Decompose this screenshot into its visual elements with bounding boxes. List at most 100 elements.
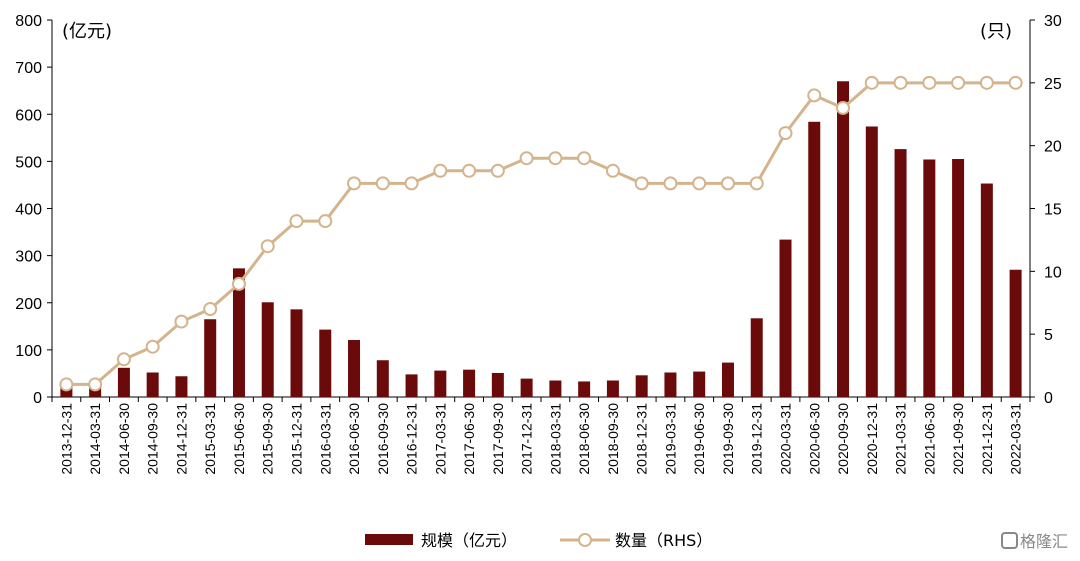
bar: [721, 362, 734, 397]
x-tick-label: 2022-03-31: [1008, 403, 1024, 475]
x-tick-label: 2020-12-31: [864, 403, 880, 475]
x-tick-label: 2013-12-31: [58, 403, 74, 475]
bar: [175, 376, 188, 397]
line-point: [347, 176, 362, 191]
bar: [549, 380, 562, 397]
x-tick-label: 2018-03-31: [547, 403, 563, 475]
y-left-tick-label: 800: [15, 13, 42, 30]
line-point: [634, 176, 649, 191]
line-point: [692, 176, 707, 191]
x-tick-label: 2015-06-30: [231, 403, 247, 475]
line-point: [260, 239, 275, 254]
x-tick-label: 2021-06-30: [921, 403, 937, 475]
x-tick-label: 2019-03-31: [662, 403, 678, 475]
bar: [952, 159, 965, 397]
bar: [837, 81, 850, 397]
line-point: [88, 377, 103, 392]
y-right-tick-label: 10: [1044, 264, 1062, 281]
x-tick-label: 2015-09-30: [260, 403, 276, 475]
legend: 规模（亿元） 数量（RHS）: [365, 531, 712, 550]
x-tick-label: 2016-09-30: [375, 403, 391, 475]
bar: [1009, 269, 1022, 397]
line-point: [749, 176, 764, 191]
bar: [232, 268, 245, 397]
x-tick-label: 2015-03-31: [202, 403, 218, 475]
x-tick-label: 2018-09-30: [605, 403, 621, 475]
bar: [865, 126, 878, 397]
bar: [923, 159, 936, 397]
y-left-tick-label: 0: [33, 390, 42, 407]
x-tick-label: 2015-12-31: [289, 403, 305, 475]
watermark: 格隆汇: [1001, 532, 1068, 551]
line-point: [433, 163, 448, 178]
bar: [376, 360, 389, 397]
legend-bar-label: 规模（亿元）: [421, 531, 517, 550]
y-left-tick-label: 100: [15, 343, 42, 360]
x-tick-label: 2020-09-30: [835, 403, 851, 475]
x-tick-label: 2017-09-30: [490, 403, 506, 475]
bar: [635, 375, 648, 397]
bar: [117, 367, 130, 397]
x-tick-label: 2021-03-31: [893, 403, 909, 475]
bar: [693, 371, 706, 397]
line-point: [663, 176, 678, 191]
x-tick-label: 2019-06-30: [691, 403, 707, 475]
line-point: [605, 163, 620, 178]
y-right-tick-label: 25: [1044, 76, 1062, 93]
bar: [808, 121, 821, 397]
bar: [606, 380, 619, 397]
bar: [463, 369, 476, 397]
x-tick-label: 2018-06-30: [576, 403, 592, 475]
line-point: [203, 302, 218, 317]
line-point: [145, 339, 160, 354]
bar: [146, 372, 159, 397]
line-point: [462, 163, 477, 178]
line-path: [66, 81, 1016, 386]
bar-series: [60, 81, 1022, 397]
watermark-text: 格隆汇: [1020, 532, 1068, 551]
line-point: [577, 151, 592, 166]
y-right-tick-label: 5: [1044, 327, 1053, 344]
bar: [204, 319, 217, 397]
x-tick-label: 2019-12-31: [749, 403, 765, 475]
x-tick-label: 2019-09-30: [720, 403, 736, 475]
line-point: [59, 377, 74, 392]
x-tick-label: 2017-06-30: [461, 403, 477, 475]
x-tick-label: 2017-12-31: [519, 403, 535, 475]
x-tick-label: 2021-09-30: [950, 403, 966, 475]
bar: [405, 374, 418, 397]
bar: [319, 329, 332, 397]
y-right-tick-label: 30: [1044, 13, 1062, 30]
x-tick-label: 2018-12-31: [634, 403, 650, 475]
line-series: [59, 75, 1023, 392]
line-point: [922, 75, 937, 90]
bar: [434, 370, 447, 397]
bar: [520, 378, 533, 397]
gelonghui-logo-icon: [1001, 532, 1018, 549]
y-axis-right-ticks: 0 5 10 15 20 25 30: [1030, 13, 1062, 407]
x-tick-label: 2014-03-31: [87, 403, 103, 475]
legend-line-label: 数量（RHS）: [615, 531, 712, 550]
y-axis-right-unit: (只): [980, 21, 1012, 42]
line-point: [289, 214, 304, 229]
x-tick-label: 2014-06-30: [116, 403, 132, 475]
x-tick-label: 2016-12-31: [404, 403, 420, 475]
bar: [578, 381, 591, 397]
y-right-tick-label: 20: [1044, 139, 1062, 156]
line-point: [116, 352, 131, 367]
bar: [60, 387, 73, 397]
x-tick-label: 2014-09-30: [145, 403, 161, 475]
bar: [750, 318, 763, 397]
bar: [980, 183, 993, 397]
line-point: [375, 176, 390, 191]
bar: [261, 302, 274, 397]
y-axis-left-unit: (亿元): [62, 21, 112, 42]
line-point: [1008, 75, 1023, 90]
bar: [491, 372, 504, 397]
x-tick-label: 2016-06-30: [346, 403, 362, 475]
line-point: [951, 75, 966, 90]
y-left-tick-label: 200: [15, 296, 42, 313]
legend-line-marker: [578, 533, 592, 547]
y-left-tick-label: 300: [15, 249, 42, 266]
y-left-tick-label: 700: [15, 60, 42, 77]
